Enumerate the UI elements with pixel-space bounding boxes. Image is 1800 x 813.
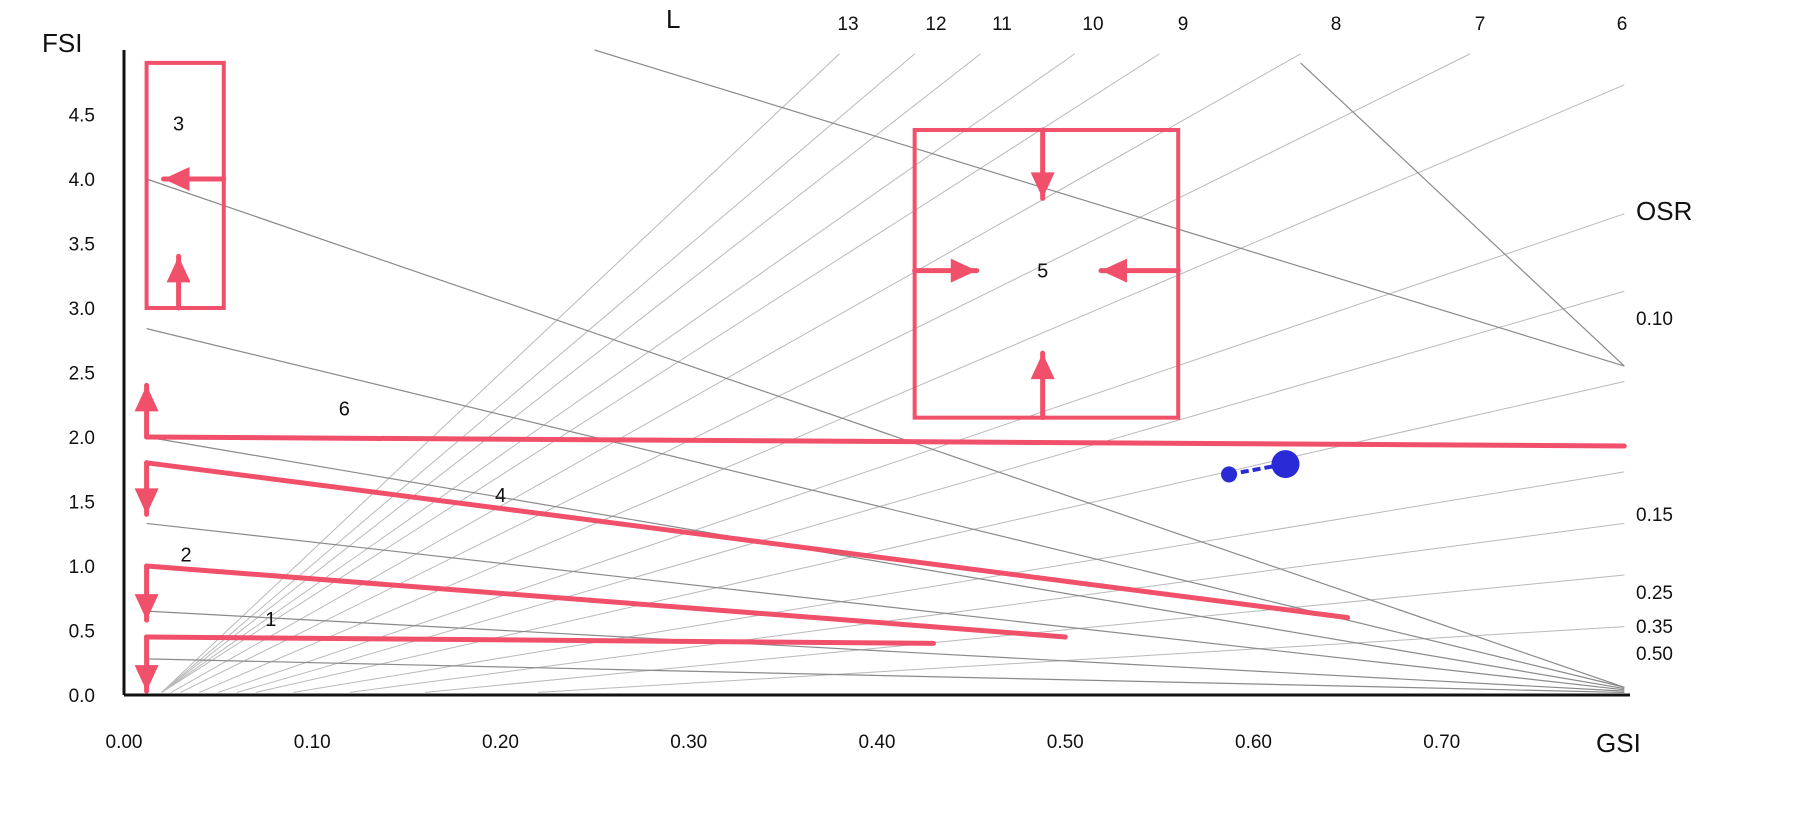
box5-arrow-right-head [950,258,977,283]
x-tick-label: 0.60 [1235,732,1272,753]
l-value-label: 7 [1475,14,1486,35]
arrow-6-up-head [134,385,159,412]
y-axis-label: FSI [42,28,82,58]
y-tick-label: 2.5 [69,364,95,385]
l-line-12 [349,522,1625,693]
strategy-line-2 [144,563,1068,640]
osr-lines-layer [146,49,1625,694]
l-line-7 [199,84,1625,693]
x-tick-label: 0.30 [670,732,707,753]
region-boxes-layer [144,60,1181,421]
osr-value-label: 0.10 [1636,309,1673,330]
y-tick-label: 4.5 [69,106,95,127]
y-tick-label: 0.5 [69,622,95,643]
x-axis-label: GSI [1596,728,1641,758]
arrow-4-down-head [134,488,159,515]
region-box-3 [144,60,226,311]
x-tick-label: 0.40 [859,732,896,753]
blue-marker-end [1271,450,1300,479]
region-label-6: 6 [339,399,350,421]
osr-label: OSR [1636,196,1692,226]
region-label-5: 5 [1037,261,1048,283]
l-value-labels: 13 12 11 10 9 8 7 6 [837,14,1627,35]
l-line-5 [170,53,1301,693]
l-line-10 [255,381,1625,693]
strategy-line-1 [144,634,936,646]
strategy-line-4 [144,460,1351,621]
l-label: L [666,4,680,34]
l-line-8 [217,213,1625,693]
blue-marker-layer [1221,450,1300,483]
y-tick-label: 1.0 [69,557,95,578]
l-line-4 [161,53,1160,693]
osr-value-label: 0.25 [1636,583,1673,604]
region-label-2: 2 [181,544,192,566]
y-tick-label: 2.0 [69,428,95,449]
labels-layer: FSI GSI L OSR [42,4,1692,758]
x-tick-label: 0.50 [1047,732,1084,753]
x-tick-labels: 0.00 0.10 0.20 0.30 0.40 0.50 0.60 0.70 [106,732,1461,753]
osr-line-6 [594,49,1625,367]
strategy-line-6 [144,434,1627,449]
y-tick-label: 1.5 [69,493,95,514]
y-tick-label: 3.5 [69,235,95,256]
l-value-label: 11 [992,14,1012,35]
region-label-4: 4 [495,485,506,507]
blue-marker-start [1221,466,1238,483]
y-tick-label: 0.0 [69,686,95,707]
l-line-3 [161,53,1075,693]
x-tick-label: 0.70 [1423,732,1460,753]
osr-value-label: 0.50 [1636,644,1673,665]
osr-value-label: 0.35 [1636,617,1673,638]
l-line-1 [161,53,915,693]
l-line-14 [538,626,1625,693]
strategy-lines-layer [134,382,1627,694]
box5-arrow-left-head [1101,258,1128,283]
osr-line-3 [146,522,1625,691]
blue-marker-line [1228,462,1286,477]
osr-line-2 [146,436,1625,690]
region-box-5 [912,127,1181,420]
l-line-9 [236,290,1625,693]
region-label-3: 3 [173,114,184,136]
l-value-label: 8 [1331,14,1342,35]
box3-arrow-left-head [163,167,190,191]
box5-arrow-down-head [1030,172,1055,199]
l-value-label: 12 [925,14,946,35]
osr-line-1 [146,328,1625,688]
y-tick-label: 3.0 [69,299,95,320]
y-tick-labels: 0.0 0.5 1.0 1.5 2.0 2.5 3.0 3.5 4.0 4.5 [69,106,95,708]
l-value-label: 9 [1178,14,1189,35]
x-tick-label: 0.00 [106,732,143,753]
arrow-2-down-head [134,594,159,621]
x-tick-label: 0.10 [294,732,331,753]
osr-line-5 [146,658,1625,694]
l-line-11 [293,471,1625,693]
osr-line-0 [146,178,1625,688]
y-tick-label: 4.0 [69,170,95,191]
l-line-2 [161,53,981,693]
region-label-1: 1 [265,609,276,631]
x-tick-label: 0.20 [482,732,519,753]
l-line-0 [161,53,840,693]
l-value-label: 10 [1082,14,1103,35]
osr-value-label: 0.15 [1636,505,1673,526]
arrow-1-down-head [134,665,159,692]
osr-line-4 [146,610,1625,692]
l-value-label: 13 [837,14,858,35]
axes [122,50,1630,697]
l-lines-layer [161,53,1625,693]
l-line-6 [180,53,1471,693]
box5-arrow-up-head [1030,353,1055,380]
l-value-label: 6 [1617,14,1628,35]
osr-line-7 [1300,62,1625,367]
box3-arrow-up-head [166,256,191,283]
region-number-labels: 6 4 2 1 3 5 [173,114,1048,631]
osr-value-labels: 0.10 0.15 0.25 0.35 0.50 [1636,309,1673,665]
